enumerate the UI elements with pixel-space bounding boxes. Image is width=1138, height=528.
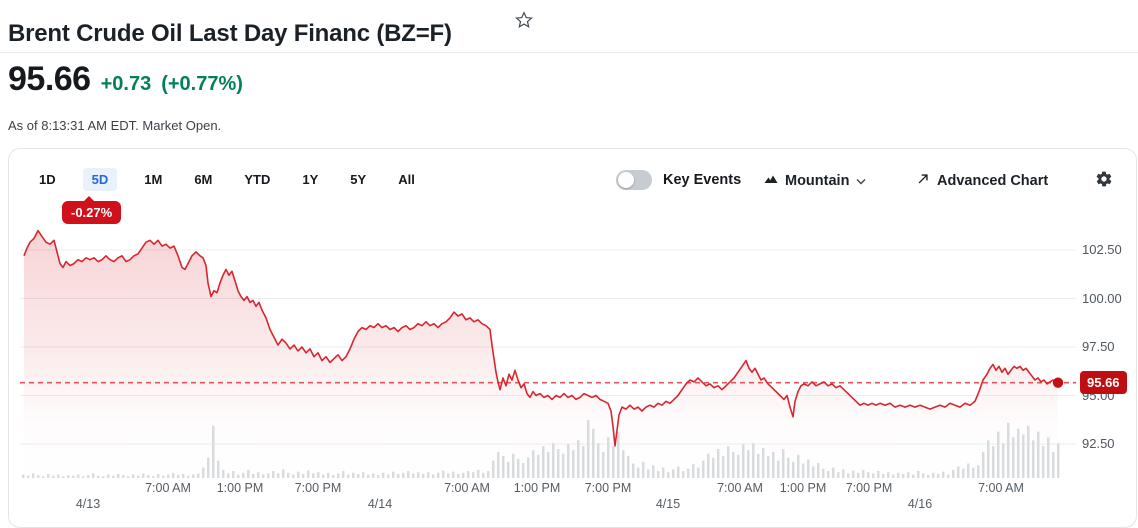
- range-button-all[interactable]: All: [398, 172, 415, 187]
- range-change-badge: -0.27%: [62, 196, 122, 224]
- x-axis-date-label: 4/16: [907, 497, 933, 511]
- chart-type-dropdown[interactable]: Mountain: [764, 172, 866, 189]
- x-axis-date-label: 4/13: [75, 497, 101, 511]
- x-axis-time-label: 7:00 PM: [584, 481, 632, 495]
- x-axis-time-label: 1:00 PM: [216, 481, 264, 495]
- range-button-1m[interactable]: 1M: [144, 172, 163, 187]
- current-price-badge: 95.66: [1080, 371, 1127, 394]
- key-events-toggle[interactable]: [616, 170, 652, 190]
- x-axis-time-label: 7:00 AM: [444, 481, 490, 495]
- x-axis-date-label: 4/15: [655, 497, 681, 511]
- range-button-1y[interactable]: 1Y: [302, 172, 319, 187]
- mountain-icon: [764, 172, 778, 189]
- price-change: +0.73: [100, 73, 152, 95]
- x-axis-time-label: 7:00 AM: [978, 481, 1024, 495]
- price-change-percent: (+0.77%): [161, 73, 243, 95]
- price-summary: 95.66 +0.73 (+0.77%): [8, 60, 243, 99]
- toggle-knob: [618, 172, 634, 188]
- range-button-5d[interactable]: 5D: [82, 168, 118, 191]
- range-button-6m[interactable]: 6M: [194, 172, 213, 187]
- star-icon[interactable]: [514, 10, 534, 35]
- range-button-1d[interactable]: 1D: [39, 172, 56, 187]
- y-axis-label: 102.50: [1082, 242, 1122, 257]
- expand-arrow-icon: [916, 172, 930, 190]
- range-button-5y[interactable]: 5Y: [350, 172, 367, 187]
- as-of-timestamp: As of 8:13:31 AM EDT. Market Open.: [8, 118, 222, 133]
- x-axis-time-label: 7:00 AM: [145, 481, 191, 495]
- range-selector: 1D 5D 1M 6M YTD 1Y 5Y All: [34, 168, 420, 191]
- header-divider: [0, 52, 1138, 53]
- x-axis-time-label: 7:00 PM: [294, 481, 342, 495]
- x-axis-time-label: 7:00 AM: [717, 481, 763, 495]
- chevron-down-icon: [856, 173, 866, 189]
- y-axis-label: 100.00: [1082, 290, 1122, 306]
- x-axis-time-label: 1:00 PM: [779, 481, 827, 495]
- page-title: Brent Crude Oil Last Day Financ (BZ=F): [8, 20, 452, 48]
- y-axis-label: 97.50: [1082, 339, 1115, 354]
- x-axis-time-label: 1:00 PM: [513, 481, 561, 495]
- price-chart[interactable]: [0, 218, 1138, 518]
- chart-type-label: Mountain: [785, 172, 850, 189]
- key-events-group: Key Events: [616, 170, 741, 190]
- x-axis-date-label: 4/14: [367, 497, 393, 511]
- settings-gear-icon[interactable]: [1095, 170, 1113, 193]
- key-events-label: Key Events: [663, 172, 742, 188]
- x-axis-time-label: 7:00 PM: [845, 481, 893, 495]
- advanced-chart-button[interactable]: Advanced Chart: [916, 172, 1048, 190]
- advanced-chart-label: Advanced Chart: [937, 173, 1049, 189]
- last-price: 95.66: [8, 60, 91, 98]
- range-button-ytd[interactable]: YTD: [244, 172, 271, 187]
- y-axis-label: 92.50: [1082, 436, 1115, 451]
